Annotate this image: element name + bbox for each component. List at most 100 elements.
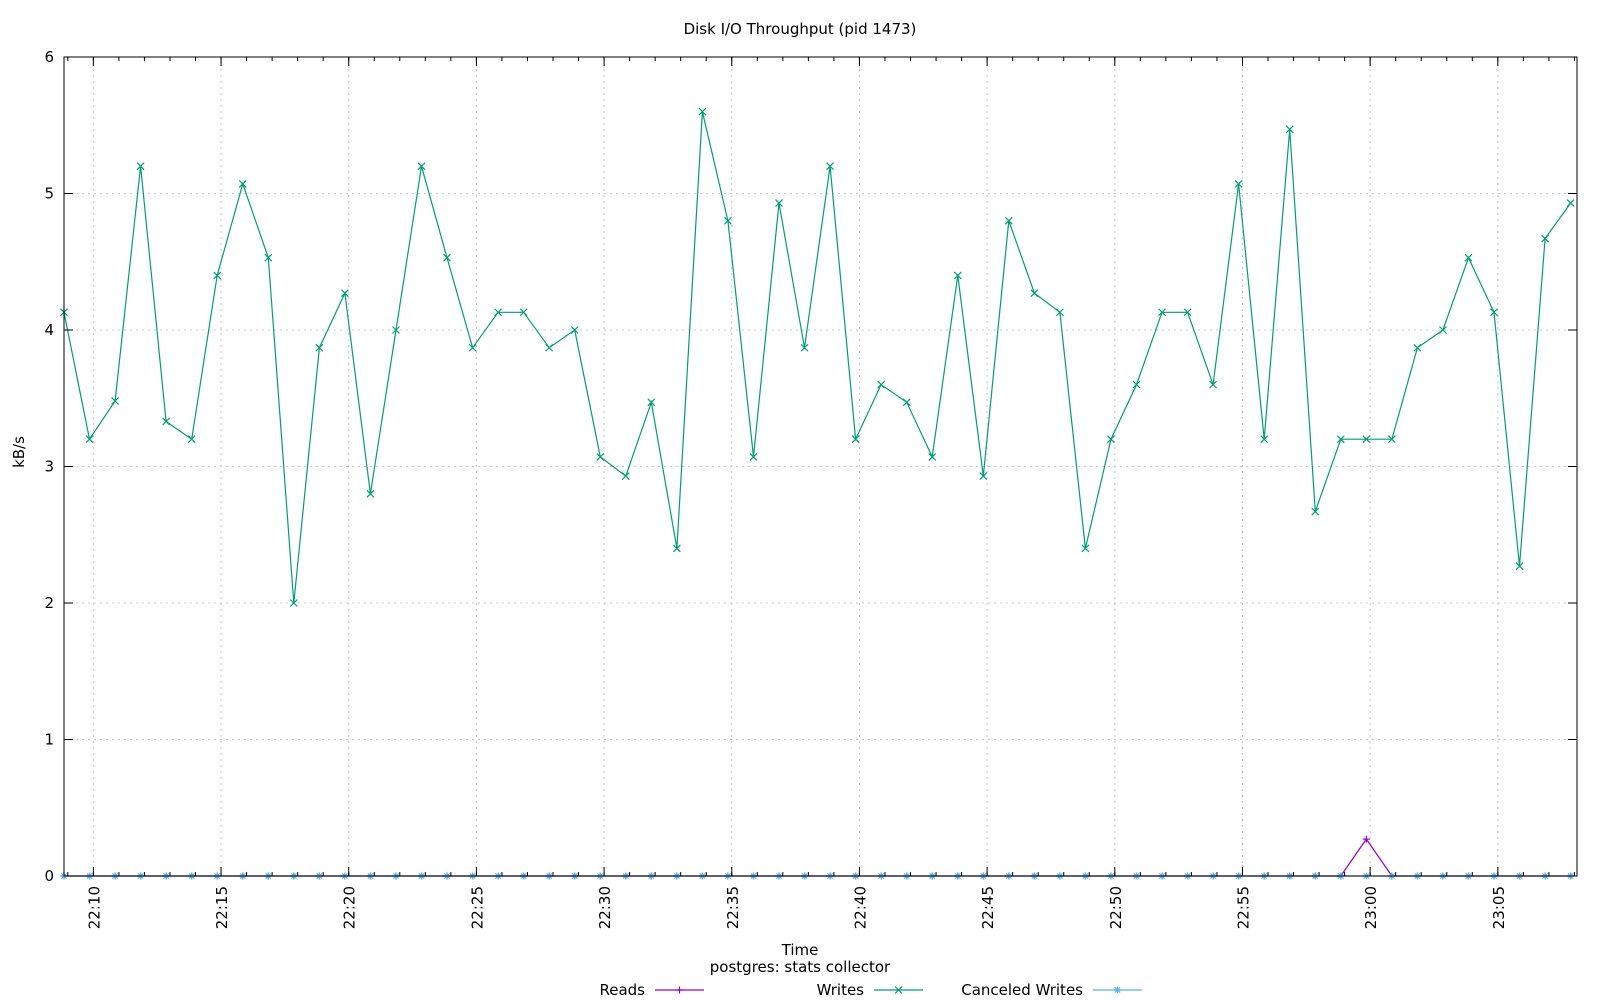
data-point-writes xyxy=(111,397,119,405)
x-tick-label: 22:25 xyxy=(468,886,486,929)
data-point-writes xyxy=(1055,308,1064,317)
data-point-writes xyxy=(1260,435,1269,444)
legend: Reads Writes Canceled Writes xyxy=(599,981,1142,999)
data-point-writes xyxy=(468,343,477,352)
x-tick-label: 22:15 xyxy=(213,886,231,929)
x-tick-label: 22:50 xyxy=(1107,886,1125,929)
data-point-writes xyxy=(570,326,579,334)
grid xyxy=(64,57,1577,876)
y-tick-label: 6 xyxy=(44,48,54,66)
y-tick-label: 5 xyxy=(44,185,54,203)
legend-item-writes: Writes xyxy=(817,981,923,999)
data-point-writes xyxy=(1132,380,1141,389)
y-tick-label: 1 xyxy=(44,731,54,749)
x-tick-label: 22:35 xyxy=(724,886,742,929)
data-point-writes xyxy=(1285,125,1294,134)
data-point-writes xyxy=(1362,435,1371,444)
legend-item-reads: Reads xyxy=(599,981,704,999)
data-point-writes xyxy=(953,271,962,280)
chart-title: Disk I/O Throughput (pid 1473) xyxy=(684,20,917,38)
x-tick-label: 22:30 xyxy=(596,886,614,929)
data-point-writes xyxy=(1311,507,1320,516)
series-writes xyxy=(60,107,1575,607)
data-point-writes xyxy=(1107,435,1115,444)
data-point-writes xyxy=(826,162,835,171)
legend-label-reads: Reads xyxy=(599,981,645,999)
legend-label-canceled-writes: Canceled Writes xyxy=(961,981,1083,999)
data-point-writes xyxy=(519,308,528,317)
data-point-writes xyxy=(1234,180,1243,188)
data-point-writes xyxy=(289,599,298,607)
data-point-writes xyxy=(1464,253,1473,262)
data-point-reads xyxy=(1362,835,1370,843)
data-point-writes xyxy=(800,343,809,352)
data-point-writes xyxy=(672,544,681,553)
data-point-writes xyxy=(494,308,503,317)
data-point-writes xyxy=(928,453,937,461)
data-point-writes xyxy=(621,472,630,480)
data-point-writes xyxy=(162,417,171,426)
data-point-writes xyxy=(979,472,988,480)
data-point-writes xyxy=(392,326,400,334)
data-point-writes xyxy=(340,289,349,298)
y-tick-label: 4 xyxy=(44,321,54,339)
data-point-writes xyxy=(1387,435,1396,444)
data-point-writes xyxy=(1439,326,1447,334)
data-point-writes xyxy=(136,162,145,171)
data-point-writes xyxy=(1541,234,1550,243)
data-point-writes xyxy=(1413,343,1422,352)
legend-item-canceled-writes: Canceled Writes xyxy=(961,981,1142,999)
data-point-writes xyxy=(775,199,783,207)
data-point-writes xyxy=(545,343,554,352)
data-point-writes xyxy=(315,343,324,352)
data-point-writes xyxy=(698,107,707,116)
data-point-writes xyxy=(1566,199,1575,207)
legend-marker-reads xyxy=(676,986,683,994)
data-point-writes xyxy=(902,398,911,407)
data-point-writes xyxy=(1209,380,1218,389)
data-point-writes xyxy=(417,162,426,171)
data-point-writes xyxy=(1081,544,1090,553)
data-point-writes xyxy=(443,253,451,262)
data-point-writes xyxy=(1158,308,1166,317)
data-point-writes xyxy=(85,435,94,444)
data-point-writes xyxy=(724,216,732,225)
data-point-writes xyxy=(596,453,605,461)
data-point-writes xyxy=(264,253,273,262)
x-tick-label: 22:40 xyxy=(851,886,869,929)
x-tick-label: 22:10 xyxy=(85,886,103,929)
legend-label-writes: Writes xyxy=(817,981,865,999)
y-tick-label: 2 xyxy=(44,594,54,612)
plot-border xyxy=(63,56,1578,877)
data-point-writes xyxy=(187,435,196,444)
x-tick-label: 22:55 xyxy=(1234,886,1252,929)
data-point-writes xyxy=(1183,308,1192,317)
data-point-writes xyxy=(851,435,860,444)
x-tick-label: 23:00 xyxy=(1362,886,1380,929)
legend-marker-canceled-writes xyxy=(1114,986,1121,994)
data-point-writes xyxy=(877,380,886,389)
legend-marker-writes xyxy=(894,986,903,994)
x-tick-label: 22:20 xyxy=(341,886,359,929)
y-axis-label: kB/s xyxy=(10,436,28,468)
y-tick-label: 0 xyxy=(44,867,54,885)
y-tick-label: 3 xyxy=(44,458,54,476)
data-point-writes xyxy=(1336,435,1345,444)
data-point-writes xyxy=(238,180,247,188)
data-point-writes xyxy=(749,453,758,461)
data-point-writes xyxy=(1515,562,1524,571)
x-tick-label: 22:45 xyxy=(979,886,997,929)
x-tick-label: 23:05 xyxy=(1490,886,1508,929)
data-point-writes xyxy=(647,398,656,407)
data-point-writes xyxy=(1490,308,1498,317)
chart-subtitle: postgres: stats collector xyxy=(710,958,891,976)
data-point-writes xyxy=(1030,289,1039,298)
x-axis-label: Time xyxy=(781,941,819,959)
data-point-writes xyxy=(213,271,222,280)
data-point-writes xyxy=(366,489,375,498)
axes: 0 1 2 3 4 5 6 22:10 22:15 22:20 22:25 22:30 22:35 22:… xyxy=(44,48,1578,929)
data-point-writes xyxy=(1004,216,1013,225)
series-line-writes xyxy=(63,111,1572,604)
